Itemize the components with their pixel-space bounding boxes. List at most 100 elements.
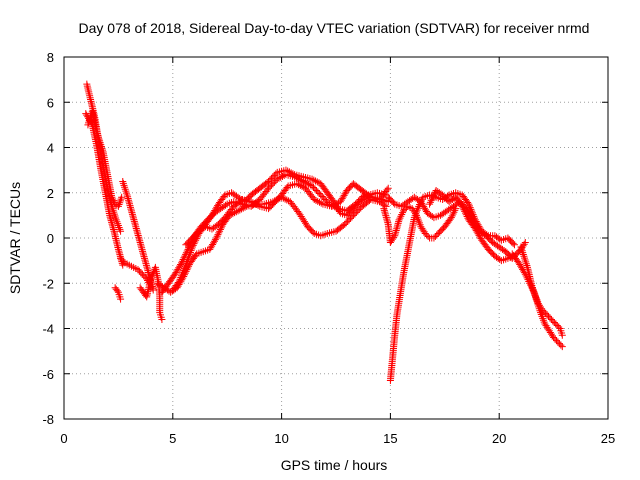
data-point-fill (323, 197, 331, 205)
data-point-fill (186, 248, 194, 256)
x-tick-label: 25 (601, 431, 615, 446)
data-point-fill (310, 183, 318, 191)
data-point-fill (333, 200, 341, 208)
data-point-fill (542, 309, 550, 317)
x-axis-label: GPS time / hours (281, 457, 388, 473)
data-point (426, 200, 434, 208)
data-point-fill (342, 219, 350, 227)
data-point-fill (460, 206, 468, 214)
data-point-fill (314, 197, 322, 205)
data-point (119, 177, 127, 185)
data-point-fill (180, 266, 188, 274)
data-point-fill (314, 188, 322, 196)
data-point (114, 202, 122, 210)
data-point (341, 220, 349, 228)
data-point-fill (549, 317, 557, 325)
data-point (247, 198, 255, 206)
data-point-fill (427, 197, 435, 205)
data-point-fill (509, 239, 517, 247)
data-point-fill (295, 181, 303, 189)
data-point-fill (216, 226, 224, 234)
data-point-fill (278, 172, 286, 180)
data-point-fill (315, 190, 323, 198)
data-point-fill (423, 231, 431, 239)
data-point-fill (239, 204, 247, 212)
data-point-fill (285, 168, 293, 176)
data-point-fill (289, 170, 297, 178)
data-point-fill (177, 261, 185, 269)
data-point-fill (238, 205, 246, 213)
data-point-fill (483, 231, 491, 239)
data-point-fill (468, 207, 476, 215)
data-point (328, 202, 336, 210)
data-point-fill (354, 207, 362, 215)
data-point-fill (551, 335, 559, 343)
data-point (415, 202, 423, 210)
data-point-fill (521, 256, 529, 264)
y-tick-label: 2 (47, 186, 54, 201)
plot-frame (63, 56, 609, 420)
data-point (421, 229, 429, 237)
data-point-fill (251, 200, 259, 208)
data-point-fill (463, 213, 471, 221)
data-point-fill (189, 241, 197, 249)
data-point (265, 177, 273, 185)
data-point-fill (231, 209, 239, 217)
data-point (273, 175, 281, 183)
data-point-fill (557, 341, 565, 349)
data-point (308, 182, 316, 190)
data-point-fill (122, 187, 130, 195)
data-point (175, 277, 183, 285)
data-point-fill (110, 197, 118, 205)
data-point-fill (461, 209, 469, 217)
data-point-fill (416, 201, 424, 209)
data-point-fill (390, 233, 398, 241)
data-point-fill (215, 229, 223, 237)
data-point (349, 211, 357, 219)
data-point-fill (470, 212, 478, 220)
data-point-fill (137, 269, 145, 277)
data-point-fill (311, 185, 319, 193)
data-point (558, 331, 566, 339)
data-point (282, 166, 290, 174)
data-point-fill (396, 214, 404, 222)
axis-ticks: 0 5 10 15 20 25 -8 -6 -4 -2 0 2 4 6 8 (42, 50, 615, 446)
data-point-fill (298, 182, 306, 190)
y-tick-label: 6 (47, 95, 54, 110)
data-point (138, 270, 146, 278)
data-point-fill (313, 178, 321, 186)
data-point-fill (270, 171, 278, 179)
data-point-fill (269, 180, 277, 188)
data-point-fill (303, 179, 311, 187)
data-point-fill (216, 227, 224, 235)
data-point-fill (180, 265, 188, 273)
data-point-fill (312, 186, 320, 194)
data-point-fill (521, 254, 529, 262)
data-point-fill (177, 273, 185, 281)
data-point-fill (266, 176, 274, 184)
data-point-fill (232, 208, 240, 216)
data-point-fill (416, 199, 424, 207)
data-point-fill (545, 312, 553, 320)
data-point-fill (305, 180, 313, 188)
data-point (395, 216, 403, 224)
y-tick-label: -6 (42, 367, 54, 382)
data-point-fill (365, 192, 373, 200)
data-point (212, 234, 220, 242)
y-tick-label: -4 (42, 322, 54, 337)
data-point-fill (222, 201, 230, 209)
data-point-fill (318, 193, 326, 201)
data-point-fill (464, 199, 472, 207)
data-point-fill (269, 173, 277, 181)
data-point-fill (284, 167, 292, 175)
data-point-fill (174, 278, 182, 286)
data-point-fill (122, 189, 130, 197)
data-point-fill (555, 340, 563, 348)
data-point-fill (119, 257, 127, 265)
data-point (310, 196, 318, 204)
data-point-fill (449, 210, 457, 218)
data-point-fill (275, 174, 283, 182)
data-point-fill (236, 206, 244, 214)
data-point-fill (465, 202, 473, 210)
data-point-fill (213, 232, 221, 240)
